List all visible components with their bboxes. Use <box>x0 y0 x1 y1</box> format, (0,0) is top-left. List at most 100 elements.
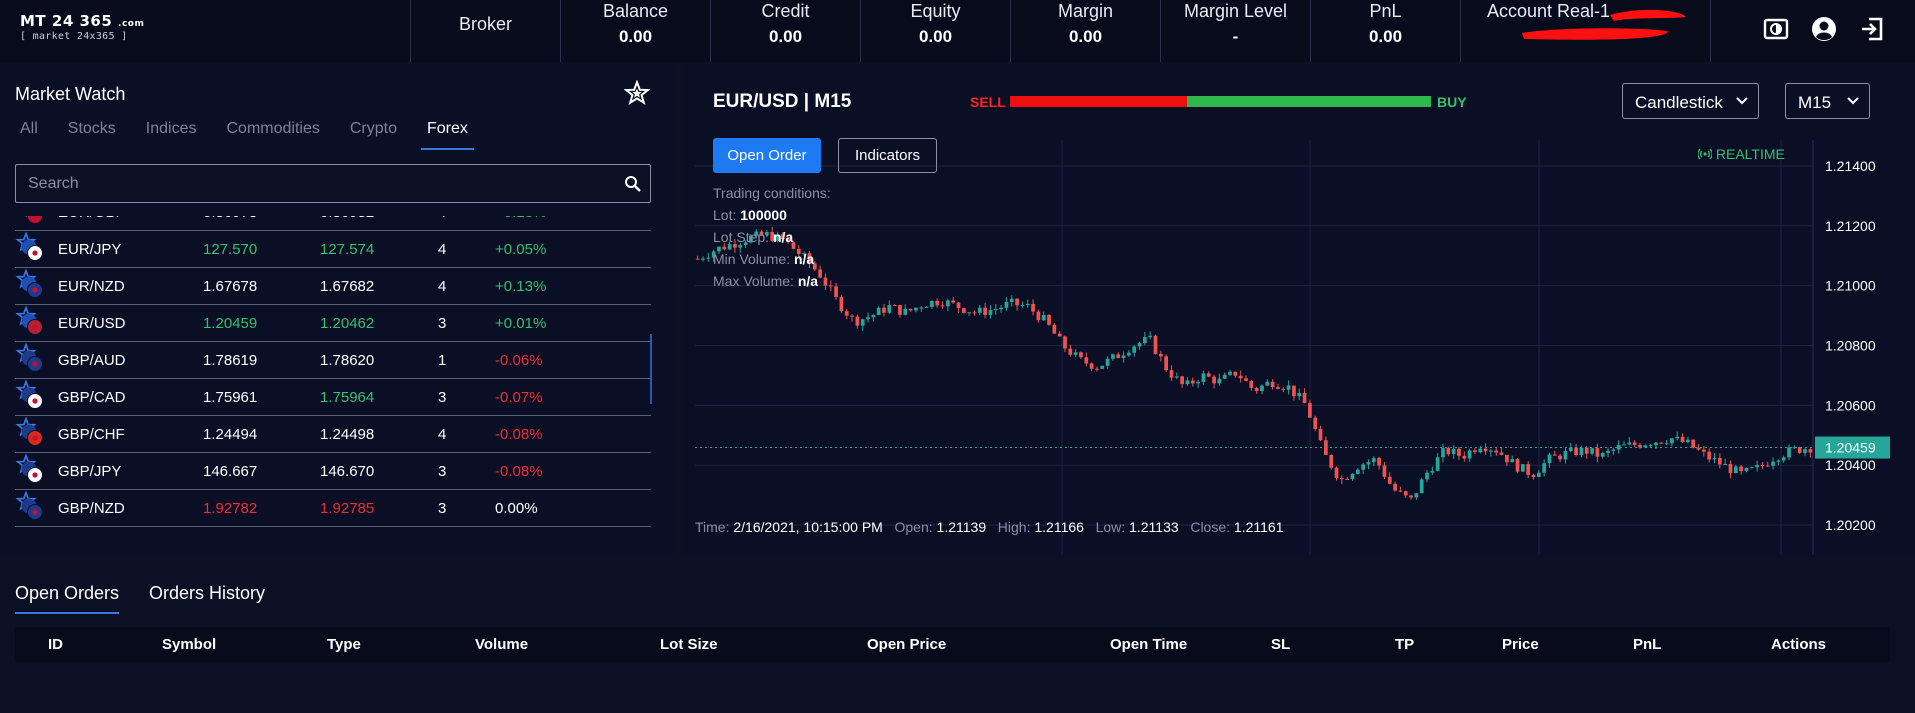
candle-body <box>1483 448 1488 452</box>
candle-body <box>1680 436 1685 443</box>
row-change: -0.06% <box>495 352 543 369</box>
candle-body <box>1515 459 1520 472</box>
candle-body <box>903 308 908 315</box>
tab-stocks[interactable]: Stocks <box>67 120 116 137</box>
row-change: -0.08% <box>495 426 543 443</box>
candle-body <box>749 235 753 243</box>
candle-body <box>1313 417 1318 429</box>
candle-body <box>733 244 737 248</box>
market-row[interactable]: EUR/JPY 127.570 127.574 4 +0.05% <box>15 231 651 268</box>
realtime-label: REALTIME <box>1715 146 1785 162</box>
tab-open-orders[interactable]: Open Orders <box>15 583 120 614</box>
candle-body <box>1808 449 1813 453</box>
candle-body <box>1765 465 1770 467</box>
candle-body <box>914 307 918 311</box>
candlestick-chart[interactable]: 1.21400 1.21200 1.21000 1.20800 1.20600 1.204… <box>695 140 1890 555</box>
market-row[interactable]: GBP/CHF 1.24494 1.24498 4 -0.08% <box>15 416 651 453</box>
market-row[interactable]: GBP/CAD 1.75961 1.75964 3 -0.07% <box>15 379 651 416</box>
candle-body <box>1552 454 1557 456</box>
row-symbol: GBP/AUD <box>58 352 126 369</box>
stat-balance: Balance 0.00 <box>560 0 710 62</box>
candle-body <box>1382 465 1387 477</box>
col-open-time: Open Time <box>1110 636 1188 653</box>
lot-line: Lot: 100000 <box>713 207 787 223</box>
indicators-button[interactable]: Indicators <box>838 138 937 173</box>
candle-body <box>1664 443 1669 445</box>
candle-body <box>1531 474 1536 478</box>
candle-body <box>951 300 956 303</box>
market-row[interactable]: GBP/AUD 1.78619 1.78620 1 -0.06% <box>15 342 651 379</box>
chart-type-select[interactable]: Candlestick <box>1622 83 1759 119</box>
candle-body <box>1451 448 1456 455</box>
screen-toggle-icon[interactable] <box>1761 14 1791 44</box>
currency-flag-icon <box>21 350 43 372</box>
row-bid: 1.20459 <box>203 315 258 332</box>
candle-body <box>1169 370 1174 378</box>
candle-body <box>1558 455 1562 460</box>
row-symbol: EUR/USD <box>58 315 126 332</box>
candle-body <box>1105 358 1110 366</box>
account-cell[interactable]: Account Real-1 <box>1460 0 1710 62</box>
user-icon[interactable] <box>1809 14 1839 44</box>
candle-body <box>1244 378 1248 381</box>
candle-body <box>1584 447 1589 454</box>
list-scrollbar[interactable] <box>650 334 652 404</box>
open-order-button[interactable]: Open Order <box>713 138 821 173</box>
timeframe-select[interactable]: M15 <box>1785 83 1870 119</box>
stat-value: 0.00 <box>1368 27 1403 46</box>
market-watch-panel <box>0 62 675 556</box>
candle-body <box>1430 470 1435 473</box>
candle-body <box>983 307 988 315</box>
candle-body <box>1222 374 1227 379</box>
candle-body <box>1015 298 1019 306</box>
candle-body <box>1409 495 1413 498</box>
logo-main-text: MT 24 365 <box>20 12 113 30</box>
row-spread: 3 <box>438 500 447 517</box>
y-tick-label: 1.21200 <box>1825 218 1876 234</box>
stat-label: Equity <box>910 1 961 21</box>
search-input[interactable] <box>16 165 606 202</box>
market-row[interactable]: GBP/JPY 146.667 146.670 3 -0.08% <box>15 453 651 490</box>
tab-commodities[interactable]: Commodities <box>226 120 320 137</box>
market-row[interactable]: EUR/NZD 1.67678 1.67682 4 +0.13% <box>15 268 651 305</box>
search-box <box>15 164 651 203</box>
candle-body <box>908 308 913 311</box>
open-label: Open: <box>894 519 933 535</box>
search-icon[interactable] <box>624 175 642 193</box>
tab-forex[interactable]: Forex <box>420 120 474 150</box>
market-row[interactable]: GBP/NZD 1.92782 1.92785 3 0.00% <box>15 490 651 527</box>
favorites-star-icon[interactable] <box>624 80 650 106</box>
candle-body <box>727 244 732 250</box>
stat-label: PnL <box>1369 1 1402 21</box>
candle-body <box>850 315 854 317</box>
candle-body <box>1632 442 1637 445</box>
lot-value: 100000 <box>740 207 787 223</box>
candle-body <box>1505 454 1509 463</box>
candle-body <box>882 307 886 313</box>
candle-body <box>1733 466 1738 474</box>
logout-icon[interactable] <box>1857 14 1887 44</box>
candle-body <box>1089 363 1094 369</box>
candle-body <box>1063 336 1067 349</box>
currency-flag-icon <box>21 276 43 298</box>
tab-all[interactable]: All <box>20 120 38 137</box>
candle-body <box>1781 457 1786 461</box>
tab-orders-history[interactable]: Orders History <box>149 583 266 603</box>
col-open-price: Open Price <box>867 636 947 653</box>
ohlc-readout: Time: 2/16/2021, 10:15:00 PM Open: 1.211… <box>695 519 1283 535</box>
candle-body <box>1787 447 1791 458</box>
candle-body <box>1499 452 1504 455</box>
row-symbol: EUR/NZD <box>58 278 125 295</box>
candle-body <box>1004 302 1009 308</box>
currency-flag-icon <box>21 313 43 335</box>
candle-body <box>1579 447 1584 456</box>
market-row[interactable]: EUR/USD 1.20459 1.20462 3 +0.01% <box>15 305 651 342</box>
candle-body <box>956 302 961 309</box>
candle-body <box>1803 449 1807 454</box>
candle-body <box>892 305 897 307</box>
tab-crypto[interactable]: Crypto <box>349 120 397 137</box>
logo-com-text: .com <box>118 19 145 29</box>
currency-flag-icon <box>21 461 43 483</box>
tab-indices[interactable]: Indices <box>145 120 197 137</box>
market-row[interactable]: EUR/GBP 0.86978 0.86982 4 +0.13% <box>15 216 651 231</box>
